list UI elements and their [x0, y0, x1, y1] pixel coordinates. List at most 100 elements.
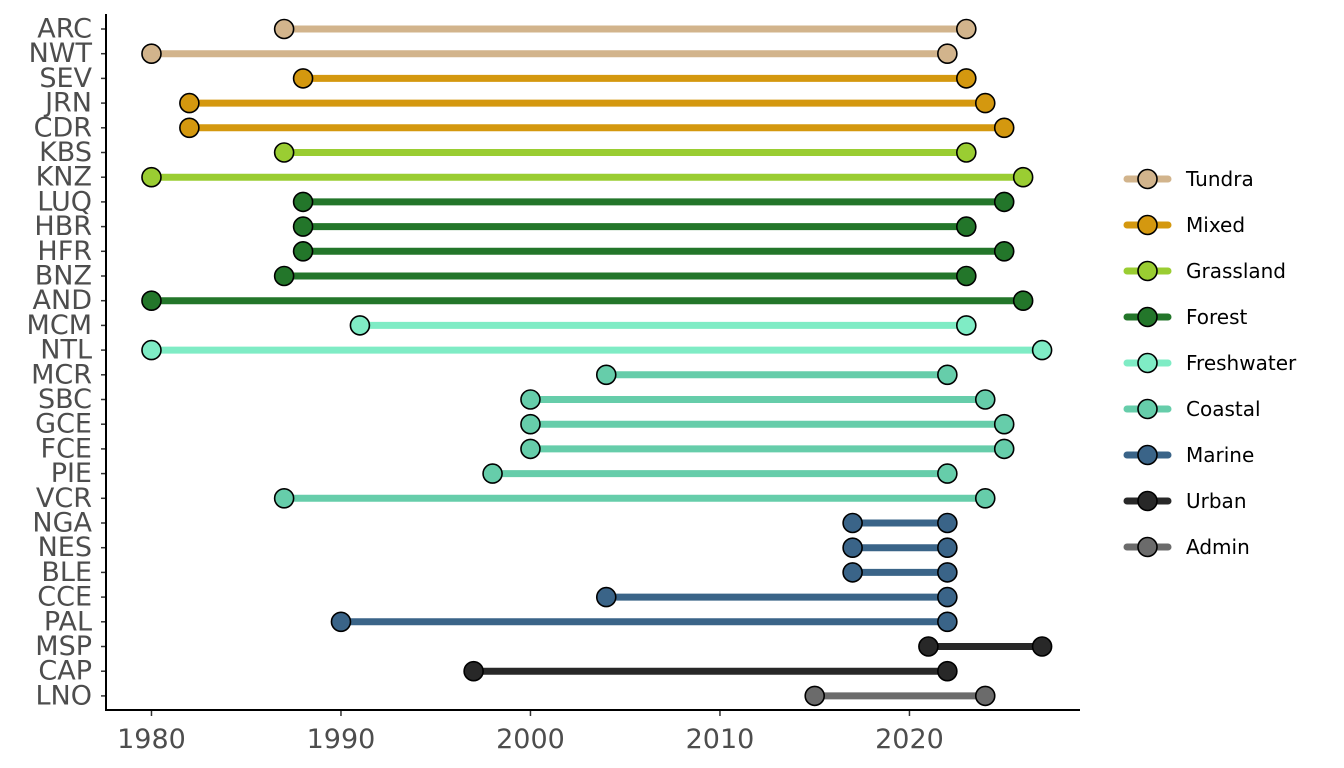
y-tick-label-jrn: JRN — [43, 88, 92, 119]
y-tick-label-hbr: HBR — [34, 211, 92, 242]
end-point-fce — [993, 438, 1015, 460]
x-axis: 1980 1990 2000 2010 2020 — [117, 710, 944, 755]
end-point-nga — [937, 512, 958, 534]
y-axis-labels: ARCNWTSEVJRNCDRKBSKNZLUQHBRHFRBNZANDMCMN… — [27, 14, 106, 711]
x-tick-label-1990: 1990 — [307, 724, 376, 755]
start-point-ble — [842, 562, 863, 583]
legend-label-coastal: Coastal — [1186, 397, 1261, 421]
start-point-nes — [842, 537, 863, 559]
legend-swatch-point-tundra — [1137, 168, 1158, 190]
legend-swatch-point-marine — [1137, 444, 1158, 466]
x-tick-label-2010: 2010 — [686, 724, 755, 755]
legend-swatch-point-freshwater — [1137, 352, 1158, 374]
start-point-mcr — [595, 364, 617, 386]
start-point-knz — [141, 166, 162, 188]
y-tick-label-luq: LUQ — [37, 186, 92, 217]
start-point-fce — [520, 438, 541, 460]
end-point-and — [1012, 290, 1034, 312]
end-point-pie — [937, 463, 958, 484]
end-point-cce — [937, 586, 958, 608]
y-tick-label-arc: ARC — [37, 14, 92, 45]
end-point-cdr — [993, 117, 1015, 139]
legend-swatch-point-admin — [1137, 536, 1158, 558]
plot-area — [141, 18, 1053, 707]
end-point-luq — [993, 191, 1015, 213]
y-tick-label-kbs: KBS — [39, 137, 92, 168]
y-tick-label-and: AND — [33, 285, 92, 316]
start-point-sbc — [520, 389, 541, 410]
start-point-cap — [463, 660, 484, 682]
y-tick-label-cap: CAP — [38, 656, 92, 687]
x-tick-label-1980: 1980 — [117, 724, 186, 755]
y-tick-label-pie: PIE — [51, 458, 92, 489]
y-tick-label-mcr: MCR — [31, 359, 92, 390]
y-tick-label-nga: NGA — [32, 508, 92, 539]
end-point-nwt — [937, 43, 958, 65]
start-point-ntl — [141, 339, 162, 361]
end-point-jrn — [974, 92, 996, 114]
legend-label-marine: Marine — [1186, 443, 1254, 467]
start-point-and — [141, 290, 162, 312]
y-tick-label-ble: BLE — [41, 557, 92, 588]
start-point-nga — [842, 512, 863, 534]
y-tick-label-bnz: BNZ — [35, 261, 92, 292]
start-point-kbs — [273, 142, 295, 163]
end-point-arc — [956, 18, 977, 40]
end-point-sbc — [974, 389, 996, 410]
y-tick-label-msp: MSP — [35, 631, 92, 662]
legend-label-admin: Admin — [1186, 535, 1250, 559]
end-point-ble — [937, 562, 958, 583]
end-point-knz — [1012, 166, 1034, 188]
legend-label-freshwater: Freshwater — [1186, 351, 1297, 375]
y-tick-label-vcr: VCR — [36, 483, 92, 514]
legend-swatch-point-urban — [1137, 490, 1158, 512]
start-point-hfr — [292, 241, 314, 262]
y-tick-label-ntl: NTL — [40, 335, 92, 366]
y-tick-label-knz: KNZ — [36, 162, 92, 193]
start-point-cdr — [179, 117, 200, 139]
start-point-vcr — [273, 487, 295, 509]
start-point-pal — [330, 611, 352, 633]
legend-label-urban: Urban — [1186, 489, 1247, 513]
end-point-mcr — [937, 364, 958, 386]
legend-swatch-point-forest — [1137, 306, 1158, 328]
y-tick-label-cce: CCE — [37, 582, 92, 613]
end-point-mcm — [956, 315, 977, 336]
start-point-bnz — [273, 265, 295, 287]
end-point-pal — [937, 611, 958, 633]
end-point-sev — [956, 68, 977, 89]
end-point-hbr — [956, 216, 977, 237]
y-tick-label-sev: SEV — [39, 63, 92, 94]
start-point-cce — [595, 586, 617, 608]
y-tick-label-gce: GCE — [35, 409, 92, 440]
end-point-hfr — [993, 241, 1015, 262]
legend-swatch-point-mixed — [1137, 214, 1158, 236]
end-point-kbs — [956, 142, 977, 163]
start-point-lno — [804, 685, 826, 707]
legend-label-mixed: Mixed — [1186, 213, 1245, 237]
y-tick-label-fce: FCE — [41, 433, 92, 464]
start-point-pie — [482, 463, 503, 484]
legend-label-tundra: Tundra — [1185, 167, 1254, 191]
start-point-jrn — [179, 92, 200, 114]
start-point-mcm — [349, 315, 371, 336]
start-point-nwt — [141, 43, 162, 65]
start-point-gce — [520, 413, 541, 435]
end-point-ntl — [1031, 339, 1053, 361]
legend-label-forest: Forest — [1186, 305, 1248, 329]
start-point-luq — [292, 191, 314, 213]
start-point-msp — [918, 636, 939, 657]
y-tick-label-lno: LNO — [36, 680, 93, 711]
start-point-sev — [292, 68, 314, 89]
end-point-lno — [974, 685, 996, 707]
legend-swatch-point-coastal — [1137, 398, 1158, 420]
y-tick-label-pal: PAL — [44, 606, 92, 637]
end-point-nes — [937, 537, 958, 559]
y-tick-label-nwt: NWT — [29, 38, 93, 69]
y-tick-label-hfr: HFR — [37, 236, 92, 267]
end-point-bnz — [956, 265, 977, 287]
y-tick-label-mcm: MCM — [27, 310, 92, 341]
legend-swatch-point-grassland — [1137, 260, 1158, 282]
end-point-vcr — [974, 487, 996, 509]
